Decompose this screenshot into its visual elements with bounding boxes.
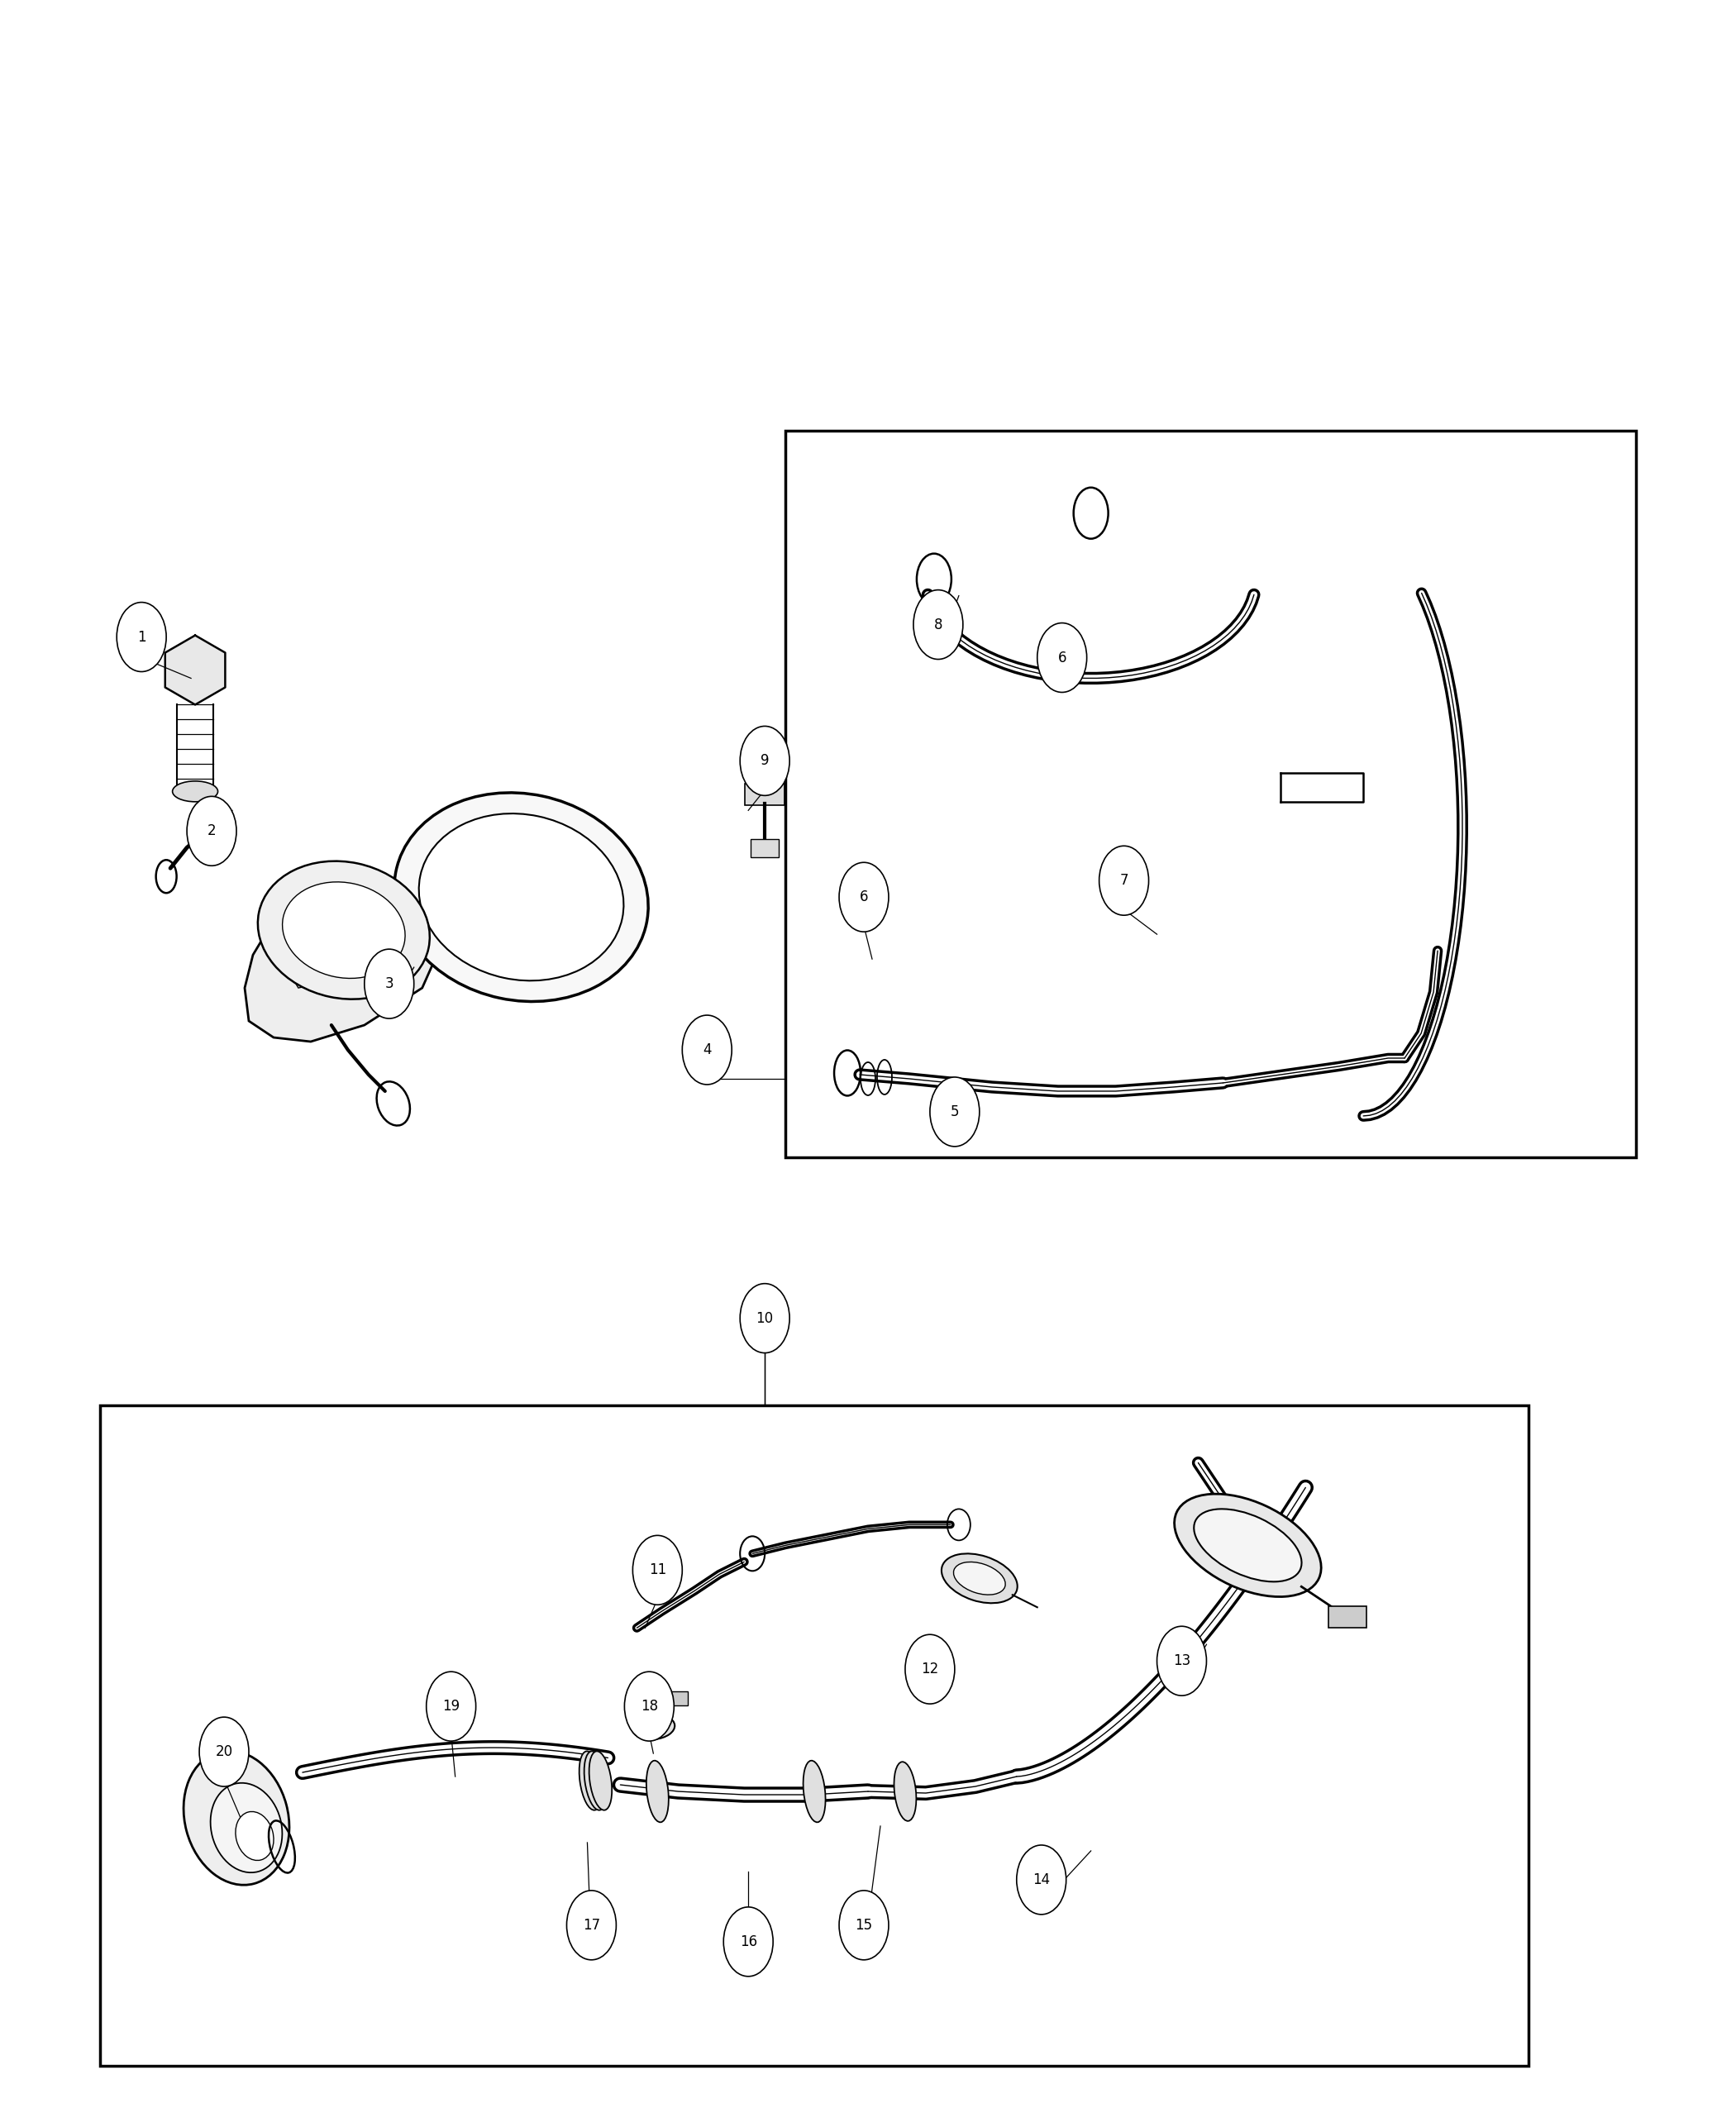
Ellipse shape [904, 1634, 955, 1703]
Ellipse shape [838, 1891, 889, 1960]
Text: 1: 1 [137, 630, 146, 645]
Ellipse shape [1156, 1625, 1207, 1695]
Ellipse shape [394, 793, 648, 1001]
Text: 13: 13 [1174, 1653, 1191, 1667]
Ellipse shape [941, 1554, 1017, 1602]
Ellipse shape [646, 1760, 668, 1821]
FancyBboxPatch shape [750, 839, 779, 858]
Ellipse shape [1099, 845, 1149, 915]
Ellipse shape [418, 814, 623, 980]
Ellipse shape [838, 862, 889, 932]
Text: 11: 11 [649, 1562, 667, 1577]
Text: 19: 19 [443, 1699, 460, 1714]
Ellipse shape [172, 782, 217, 801]
Ellipse shape [427, 1672, 476, 1741]
Ellipse shape [283, 881, 404, 978]
Ellipse shape [740, 725, 790, 795]
Ellipse shape [682, 1016, 733, 1084]
Ellipse shape [566, 1891, 616, 1960]
Text: 15: 15 [856, 1918, 873, 1933]
Text: 9: 9 [760, 753, 769, 767]
Ellipse shape [740, 1284, 790, 1353]
Ellipse shape [1174, 1495, 1321, 1596]
Text: 4: 4 [703, 1043, 712, 1058]
Ellipse shape [583, 1752, 608, 1811]
Ellipse shape [187, 797, 236, 866]
Ellipse shape [184, 1750, 290, 1885]
Polygon shape [286, 951, 373, 989]
Polygon shape [245, 894, 439, 1041]
Ellipse shape [632, 1714, 675, 1739]
Text: 16: 16 [740, 1935, 757, 1950]
Text: 18: 18 [641, 1699, 658, 1714]
FancyBboxPatch shape [1328, 1606, 1366, 1627]
Ellipse shape [913, 590, 963, 660]
Text: 6: 6 [1057, 649, 1066, 664]
Ellipse shape [632, 1535, 682, 1604]
Polygon shape [165, 635, 226, 704]
Ellipse shape [257, 860, 431, 999]
Ellipse shape [365, 949, 413, 1018]
Ellipse shape [1036, 624, 1087, 691]
Ellipse shape [930, 1077, 979, 1147]
Text: 17: 17 [583, 1918, 601, 1933]
Text: 6: 6 [859, 890, 868, 904]
Ellipse shape [210, 1783, 283, 1872]
Text: 7: 7 [1120, 873, 1128, 887]
Ellipse shape [1194, 1509, 1302, 1581]
Text: 3: 3 [385, 976, 394, 991]
Text: 10: 10 [757, 1311, 774, 1326]
FancyBboxPatch shape [745, 784, 785, 805]
Ellipse shape [200, 1718, 248, 1785]
Text: 2: 2 [207, 824, 215, 839]
Ellipse shape [953, 1562, 1005, 1596]
Ellipse shape [580, 1752, 602, 1811]
Ellipse shape [894, 1762, 917, 1821]
Ellipse shape [236, 1811, 274, 1861]
Ellipse shape [625, 1672, 674, 1741]
Text: 5: 5 [950, 1105, 958, 1119]
Text: 14: 14 [1033, 1872, 1050, 1887]
Ellipse shape [116, 603, 167, 672]
Text: 8: 8 [934, 618, 943, 632]
Ellipse shape [804, 1760, 826, 1821]
Ellipse shape [1017, 1844, 1066, 1914]
Ellipse shape [589, 1752, 611, 1811]
Text: 12: 12 [922, 1661, 939, 1676]
FancyBboxPatch shape [667, 1691, 687, 1705]
Ellipse shape [724, 1908, 773, 1977]
Text: 20: 20 [215, 1743, 233, 1760]
